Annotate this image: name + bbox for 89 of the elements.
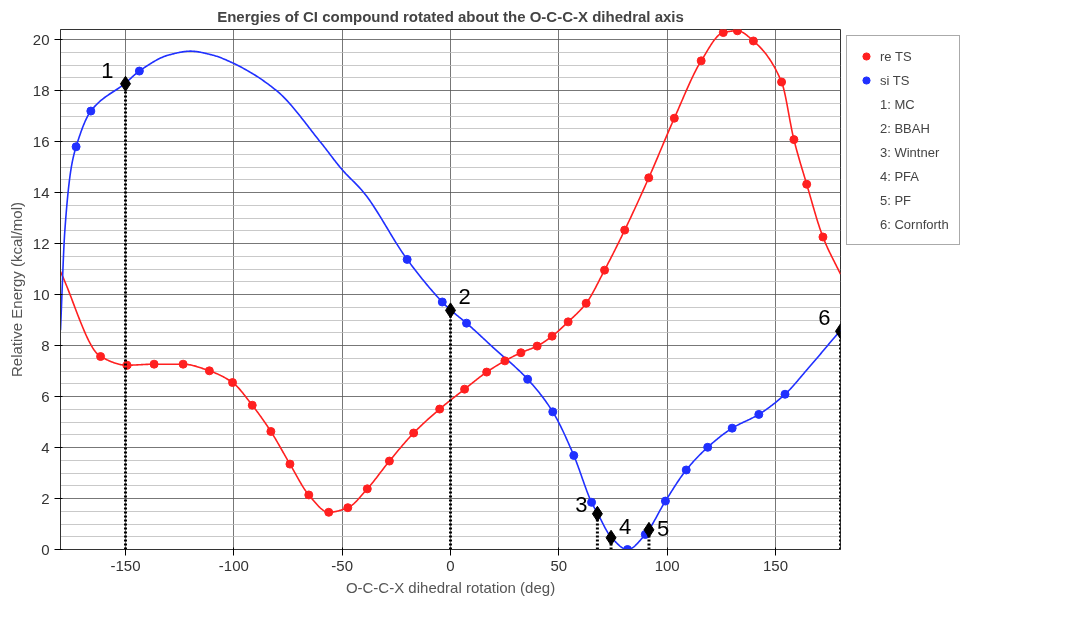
point <box>643 521 655 538</box>
y-tick-label: 2 <box>41 489 50 507</box>
point <box>644 173 654 183</box>
point <box>732 29 742 36</box>
point <box>727 423 737 433</box>
point <box>818 232 828 242</box>
annotation: 6 <box>818 305 831 331</box>
point <box>780 389 790 399</box>
text: 1: MC <box>880 96 915 112</box>
legend-label: re TS <box>880 48 912 64</box>
point <box>669 113 679 123</box>
point <box>178 359 188 369</box>
point <box>96 352 106 362</box>
point <box>324 507 334 517</box>
point <box>500 356 510 366</box>
point <box>516 348 526 358</box>
point <box>204 366 214 376</box>
chart-title: Energies of CI compound rotated about the O-C-C-X dihedral axis <box>217 7 684 25</box>
point <box>569 450 579 460</box>
y-tick-label: 6 <box>41 387 50 405</box>
point <box>605 529 617 546</box>
point <box>548 407 558 417</box>
point <box>482 367 492 377</box>
x-tick-label: 0 <box>446 556 455 574</box>
point <box>620 225 630 235</box>
annotation: 1 <box>101 57 114 83</box>
point <box>777 77 787 87</box>
x-tick-label: -150 <box>110 556 141 574</box>
y-tick-label: 16 <box>32 132 50 150</box>
point <box>547 331 557 341</box>
point <box>343 503 353 513</box>
x-tick-label: -50 <box>331 556 354 574</box>
y-tick-label: 20 <box>32 30 50 48</box>
point <box>523 374 533 384</box>
text: 2: BBAH <box>880 120 930 136</box>
point <box>789 135 799 145</box>
point <box>266 426 276 436</box>
annotation: 3 <box>575 491 588 517</box>
point <box>437 297 447 307</box>
x-tick-label: 150 <box>762 556 789 574</box>
y-tick-label: 4 <box>41 438 50 456</box>
point <box>581 298 591 308</box>
point <box>409 428 419 438</box>
point <box>384 456 394 466</box>
point <box>563 317 573 327</box>
point <box>228 378 238 388</box>
y-tick-label: 8 <box>41 336 50 354</box>
point <box>247 400 257 410</box>
text: 4: PFA <box>880 168 920 184</box>
point <box>304 490 314 500</box>
point <box>460 384 470 394</box>
point <box>362 484 372 494</box>
annotation: 4 <box>619 513 632 539</box>
point <box>703 442 713 452</box>
point <box>587 497 597 507</box>
point <box>681 465 691 475</box>
text: 5: PF <box>880 192 912 208</box>
y-tick-label: 12 <box>32 234 50 252</box>
point <box>748 36 758 46</box>
y-tick-label: 0 <box>41 540 50 558</box>
x-tick-label: -100 <box>218 556 249 574</box>
point <box>532 341 542 351</box>
point <box>149 359 159 369</box>
point <box>435 404 445 414</box>
point <box>402 254 412 264</box>
text: 3: Wintner <box>880 144 940 160</box>
text: 6: Cornforth <box>880 216 949 232</box>
y-tick-label: 14 <box>32 183 50 201</box>
point <box>71 142 81 152</box>
point <box>134 66 144 76</box>
annotation: 2 <box>458 284 471 310</box>
x-tick-label: 100 <box>654 556 680 574</box>
x-axis-title: O-C-C-X dihedral rotation (deg) <box>345 578 556 596</box>
point <box>86 106 96 116</box>
point <box>285 459 295 469</box>
x-tick-label: 50 <box>550 556 568 574</box>
point <box>718 29 728 38</box>
legend-label: si TS <box>880 72 910 88</box>
point <box>660 496 670 506</box>
annotation: 5 <box>656 515 670 541</box>
point <box>600 265 610 275</box>
point <box>462 318 472 328</box>
point <box>696 56 706 66</box>
point <box>754 409 764 419</box>
y-tick-label: 18 <box>32 81 50 99</box>
point <box>802 179 812 189</box>
y-axis-title: Relative Energy (kcal/mol) <box>7 201 25 378</box>
point <box>591 505 603 522</box>
y-tick-label: 10 <box>32 285 50 303</box>
